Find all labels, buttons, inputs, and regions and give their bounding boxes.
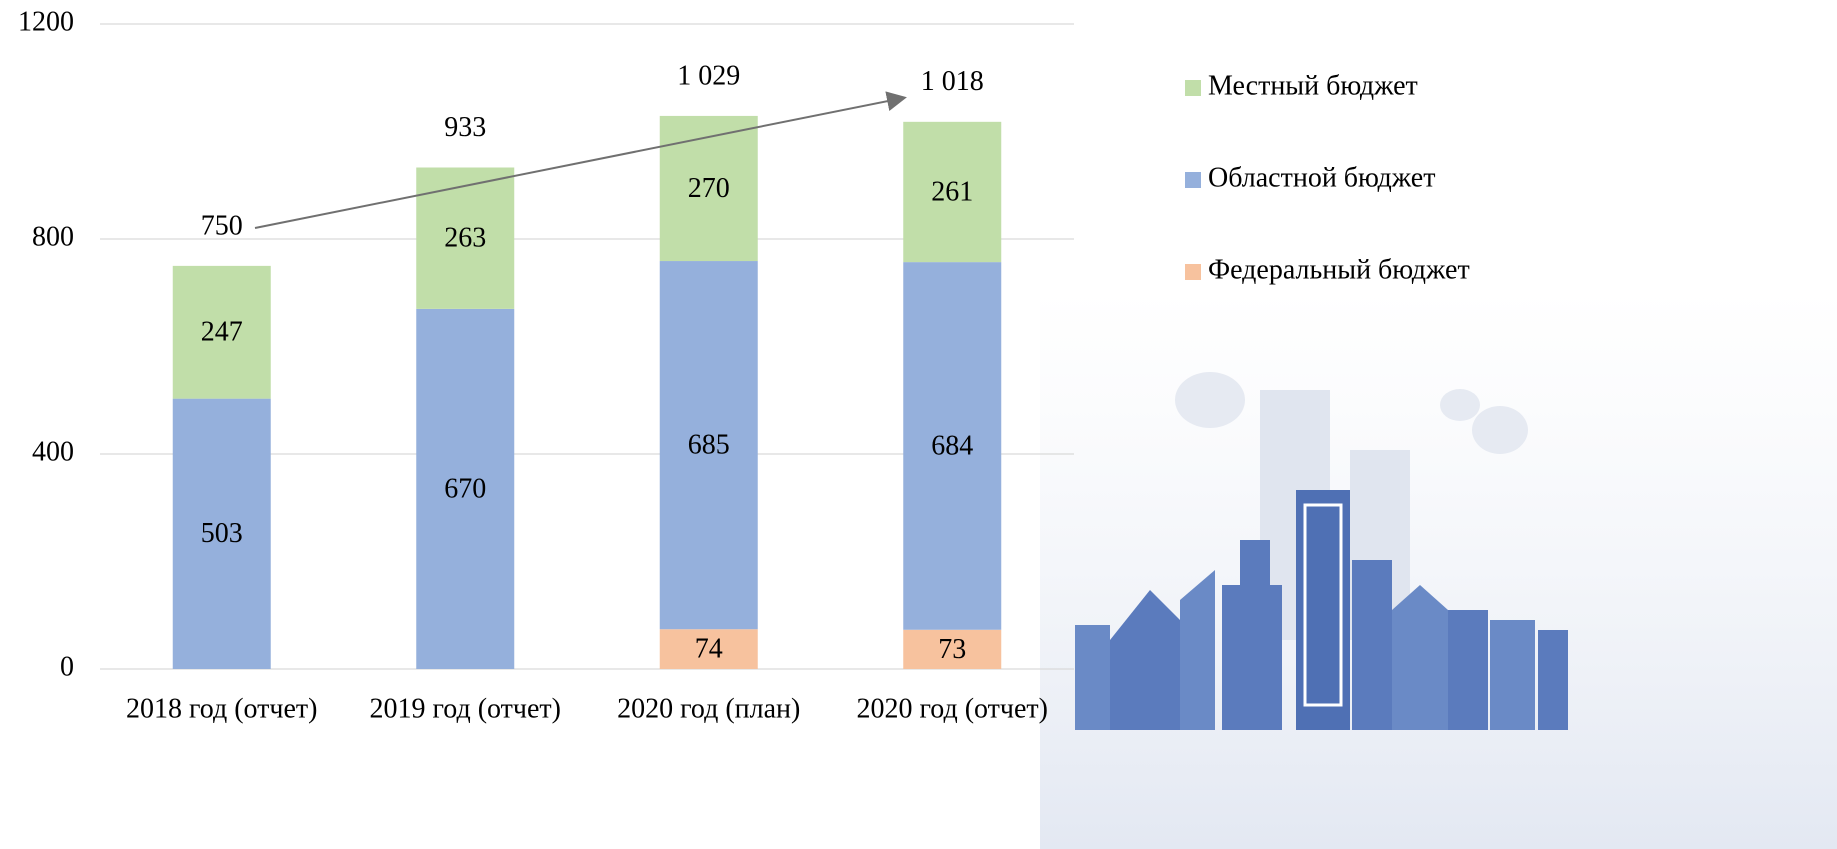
- x-tick-label: 2020 год (отчет): [857, 693, 1049, 724]
- x-tick-label: 2018 год (отчет): [126, 693, 318, 724]
- city-illustration: [1040, 290, 1837, 849]
- total-label: 1 018: [921, 66, 984, 97]
- bar-segment: [903, 629, 1002, 669]
- y-tick-label: 0: [60, 651, 74, 682]
- total-label: 1 029: [677, 60, 740, 91]
- bar-segment: [416, 167, 515, 309]
- legend-swatch: [1185, 80, 1201, 96]
- bar-segment: [903, 262, 1002, 630]
- value-label: 263: [444, 223, 486, 254]
- legend-label: Федеральный бюджет: [1208, 254, 1470, 285]
- trend-arrow: [254, 91, 907, 229]
- value-label: 73: [938, 634, 966, 665]
- bar-segment: [659, 629, 758, 669]
- value-label: 670: [444, 473, 486, 504]
- value-label: 685: [688, 430, 730, 461]
- total-label: 750: [201, 210, 243, 241]
- value-label: 684: [931, 430, 973, 461]
- y-tick-label: 1200: [18, 6, 74, 37]
- value-label: 270: [688, 173, 730, 204]
- legend-label: Областной бюджет: [1208, 162, 1435, 193]
- bar-segment: [172, 265, 271, 399]
- y-tick-label: 400: [32, 436, 74, 467]
- bar-segment: [659, 115, 758, 262]
- bar-segment: [903, 121, 1002, 263]
- y-tick-label: 800: [32, 221, 74, 252]
- value-label: 503: [201, 518, 243, 549]
- total-label: 933: [444, 112, 486, 143]
- value-label: 247: [201, 317, 243, 348]
- x-tick-label: 2020 год (план): [617, 693, 800, 724]
- value-label: 261: [931, 176, 973, 207]
- x-tick-label: 2019 год (отчет): [370, 693, 562, 724]
- legend-label: Местный бюджет: [1208, 70, 1418, 101]
- bar-segment: [659, 261, 758, 630]
- legend-swatch: [1185, 264, 1201, 280]
- value-label: 74: [695, 634, 723, 665]
- bar-segment: [416, 308, 515, 669]
- bar-segment: [172, 398, 271, 669]
- legend-swatch: [1185, 172, 1201, 188]
